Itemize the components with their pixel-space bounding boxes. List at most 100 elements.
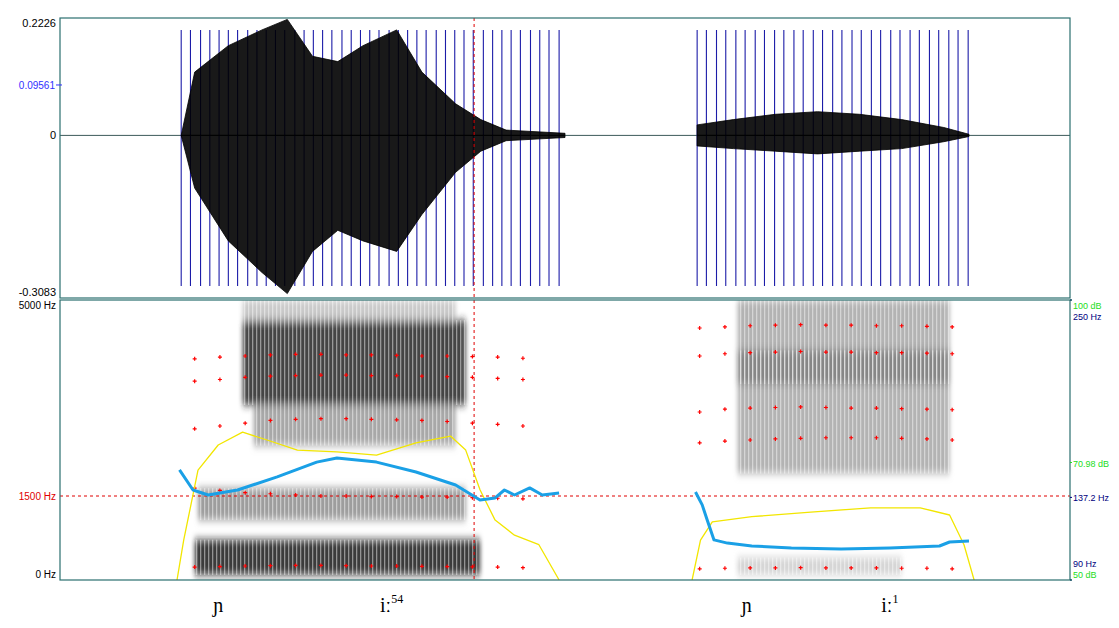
cursor-tick	[56, 84, 62, 85]
tick-label: 5000 Hz	[19, 300, 56, 311]
formant-point	[799, 405, 803, 409]
formant-point	[849, 566, 853, 570]
pulse	[530, 30, 531, 286]
formant-point	[925, 566, 929, 570]
cursor-label: 137.2 Hz	[1073, 493, 1110, 503]
formant-point	[243, 564, 247, 568]
formant-point	[773, 323, 777, 327]
pulse	[910, 30, 911, 286]
formant-point	[773, 350, 777, 354]
pulse	[822, 30, 823, 286]
formant-point	[268, 353, 272, 357]
pulse	[697, 30, 698, 286]
tick-label: 250 Hz	[1073, 312, 1102, 322]
band-striation	[738, 300, 950, 474]
waveform-envelope	[697, 112, 969, 136]
cursor-label: 70.98 dB	[1073, 459, 1109, 469]
figure: -0.308300.22260.095615000 Hz0 Hz1500 Hz1…	[0, 0, 1119, 628]
formant-point	[319, 563, 323, 567]
tone-label: 54	[391, 592, 403, 606]
formant-point	[824, 350, 828, 354]
pulse	[861, 30, 862, 286]
formant-point	[799, 566, 803, 570]
tick-label: 90 Hz	[1073, 559, 1097, 569]
pulse	[735, 30, 736, 286]
band-striation	[195, 540, 480, 575]
band-striation	[198, 488, 466, 520]
segment-text: iː	[380, 594, 391, 616]
formant-point	[344, 353, 348, 357]
formant-point	[294, 563, 298, 567]
pulse	[813, 30, 814, 286]
tick-label: 0 Hz	[35, 569, 56, 580]
formant-point	[874, 436, 878, 440]
spectrogram-band	[254, 405, 456, 446]
waveform-plot	[60, 18, 1070, 298]
formant-point	[420, 354, 424, 358]
tick-label: 50 dB	[1073, 570, 1097, 580]
pulse	[774, 30, 775, 286]
formant-point	[824, 436, 828, 440]
spectrogram-band	[738, 300, 950, 474]
formant-point	[445, 565, 449, 569]
frame	[60, 300, 1070, 580]
formant-point	[243, 421, 247, 425]
formant-point	[698, 354, 702, 358]
pulse	[803, 30, 804, 286]
formant-point	[950, 438, 954, 442]
formant-point	[748, 324, 752, 328]
formant-point	[723, 566, 727, 570]
formant-point	[723, 325, 727, 329]
formant-point	[874, 566, 878, 570]
pulse	[755, 30, 756, 286]
formant-point	[319, 417, 323, 421]
cursor-label: 0.09561	[19, 80, 56, 91]
formant-point	[874, 324, 878, 328]
tone-label: 1	[892, 592, 898, 606]
formant-point	[950, 408, 954, 412]
formant-point	[369, 353, 373, 357]
formant-point	[925, 437, 929, 441]
formant-point	[824, 566, 828, 570]
tick-mark	[1070, 580, 1072, 581]
formant-point	[496, 355, 500, 359]
pulse	[511, 30, 512, 286]
pulse	[851, 30, 852, 286]
formant-point	[521, 424, 525, 428]
formant-point	[723, 439, 727, 443]
segment-text: ɲ	[740, 594, 752, 617]
formant-point	[824, 406, 828, 410]
formant-point	[698, 410, 702, 414]
cursor-line	[474, 18, 475, 298]
formant-point	[900, 351, 904, 355]
formant-point	[900, 407, 904, 411]
intensity-line	[177, 432, 559, 580]
pulse	[958, 30, 959, 286]
formant-point	[849, 436, 853, 440]
formant-point	[748, 566, 752, 570]
segment-label: iː1	[881, 592, 898, 616]
formant-point	[445, 375, 449, 379]
pulse	[483, 30, 484, 286]
spectrogram-band	[738, 350, 950, 384]
pulse	[919, 30, 920, 286]
spectrogram-band	[243, 320, 466, 405]
formant-point	[950, 325, 954, 329]
tick-label: 100 dB	[1073, 301, 1102, 311]
formant-point	[925, 351, 929, 355]
pulse	[492, 30, 493, 286]
pulse	[539, 30, 540, 286]
formant-point	[319, 352, 323, 356]
pulse	[745, 30, 746, 286]
formant-point	[698, 326, 702, 330]
tick-label: -0.3083	[19, 286, 56, 298]
formant-point	[521, 497, 525, 501]
band-striation	[254, 405, 456, 446]
formant-point	[268, 418, 272, 422]
formant-point	[799, 436, 803, 440]
tick-mark	[1070, 580, 1072, 581]
formant-point	[496, 376, 500, 380]
formant-point	[900, 566, 904, 570]
formant-point	[521, 566, 525, 570]
pulse	[559, 30, 560, 286]
